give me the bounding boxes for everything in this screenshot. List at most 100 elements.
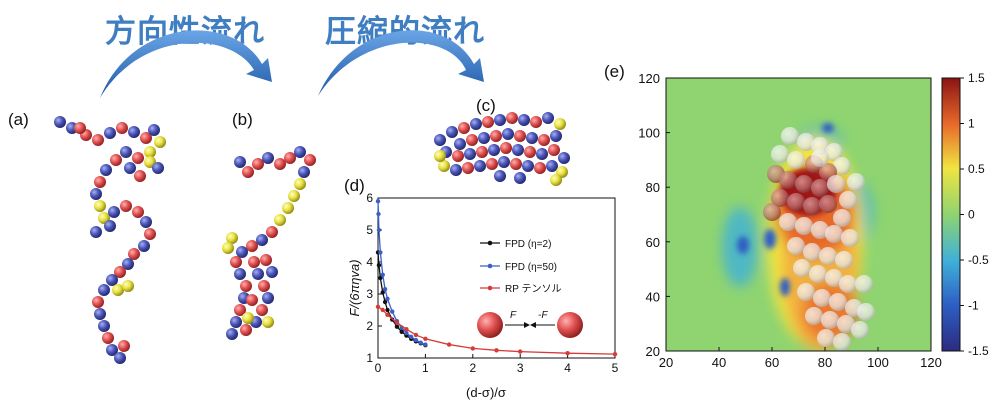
particle [851, 321, 869, 339]
particle [825, 143, 843, 161]
bead [298, 166, 310, 178]
data-point [380, 290, 385, 295]
bead [122, 258, 134, 270]
data-point [375, 304, 381, 309]
bead [536, 148, 548, 160]
bead [242, 312, 254, 324]
data-point [404, 330, 409, 336]
bead [134, 170, 146, 182]
bead [486, 158, 498, 170]
particle [821, 311, 839, 329]
bead [482, 116, 494, 128]
particle [771, 189, 789, 207]
flow-arrows [100, 30, 484, 98]
colorbar [941, 77, 961, 352]
bead [542, 112, 554, 124]
x-tick-label: 100 [867, 355, 889, 370]
data-point [385, 296, 390, 301]
legend-item-rp-tensor: RP テンソル [505, 284, 562, 295]
bead [534, 162, 546, 174]
bead [120, 146, 132, 158]
legend-item-fpd-eta50: FPD (η=50) [505, 262, 557, 273]
y-axis-label: F/(6πηva) [347, 259, 362, 316]
bead [466, 134, 478, 146]
bead [114, 352, 126, 364]
x-tick-label: 3 [517, 361, 524, 375]
particle [797, 133, 815, 151]
particle [819, 247, 837, 265]
bead [226, 232, 238, 244]
polymer-chain-b [222, 146, 316, 340]
bead [114, 266, 126, 278]
particle [779, 213, 797, 231]
x-tick-label: 0 [375, 361, 382, 375]
data-point [390, 309, 395, 314]
bead [240, 324, 252, 336]
particle [787, 193, 805, 211]
arrow-a-to-b [100, 30, 272, 98]
bead [258, 280, 270, 292]
bead [538, 134, 550, 146]
particle [839, 191, 857, 209]
particle [847, 173, 865, 191]
bead [54, 116, 66, 128]
bead [294, 146, 306, 158]
bead [514, 172, 526, 184]
bead [488, 144, 500, 156]
bead [110, 154, 122, 166]
y-tick-label: 1 [366, 351, 373, 365]
bead [478, 132, 490, 144]
y-tick-label: 80 [646, 180, 660, 195]
particle [811, 149, 829, 167]
particle [781, 127, 799, 145]
data-point [394, 320, 400, 325]
particle [817, 329, 835, 347]
particle [779, 171, 797, 189]
bead [438, 160, 450, 172]
data-point [399, 329, 404, 334]
bead [236, 246, 248, 258]
data-point [376, 227, 382, 233]
bead [274, 214, 286, 226]
bead [450, 164, 462, 176]
bead [94, 200, 106, 212]
bead [550, 174, 562, 186]
bead [94, 176, 106, 188]
bead [104, 220, 116, 232]
bead [266, 266, 278, 278]
particle [795, 175, 813, 193]
colorbar-tick-label: 1.5 [968, 71, 985, 85]
bead [304, 154, 316, 166]
sphere-left [477, 312, 503, 338]
bead [102, 332, 114, 344]
bead [446, 126, 458, 138]
particle [771, 145, 789, 163]
particle [857, 303, 875, 321]
y-tick-label: 4 [366, 255, 373, 269]
particle [813, 289, 831, 307]
particle [787, 151, 805, 169]
particle [833, 209, 851, 227]
force-label-right: -F [538, 310, 548, 321]
bead [230, 256, 242, 268]
bead [106, 274, 118, 286]
particle [803, 197, 821, 215]
bead [148, 124, 160, 136]
data-point [380, 272, 385, 277]
bead [518, 114, 530, 126]
bead [122, 280, 134, 292]
bead [282, 202, 294, 214]
data-point [470, 346, 475, 351]
particle [855, 275, 873, 293]
data-point [408, 334, 414, 340]
bead [128, 248, 140, 260]
bead [554, 118, 566, 130]
particle-spheres [763, 127, 875, 351]
chart-e: 20 40 60 80 100 120 20 40 60 80 100 120 1.5 1 0.5 0 -0.… [638, 71, 989, 370]
bead [474, 160, 486, 172]
x-tick-label: 80 [818, 355, 832, 370]
y-tick-label: 5 [366, 223, 373, 237]
bead [226, 328, 238, 340]
y-tick-label: 20 [646, 344, 660, 359]
